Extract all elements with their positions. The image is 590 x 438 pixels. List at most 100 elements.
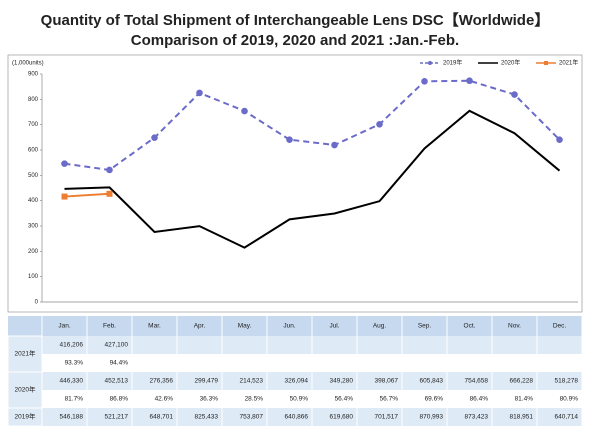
legend-marker xyxy=(544,61,548,65)
legend-label: 2019年 xyxy=(443,59,462,67)
table-cell: 50.9% xyxy=(290,396,309,403)
point xyxy=(106,190,113,197)
legend-label: 2021年 xyxy=(559,59,578,67)
table-cell: 214,523 xyxy=(240,378,264,385)
table-row-bg xyxy=(8,336,582,354)
table-cell: 81.4% xyxy=(515,396,534,403)
table-row-label: 2021年 xyxy=(15,349,36,358)
table-cell: 427,100 xyxy=(105,342,129,349)
table-cell: 94.4% xyxy=(110,360,129,367)
table-header: May. xyxy=(238,323,252,330)
point xyxy=(421,78,428,85)
table-cell: 873,423 xyxy=(465,414,489,421)
table-header: Dec. xyxy=(553,323,567,330)
table-cell: 619,680 xyxy=(330,414,354,421)
table-cell: 452,513 xyxy=(105,378,129,385)
table-cell: 56.4% xyxy=(335,396,354,403)
table-row-label: 2020年 xyxy=(15,385,36,394)
series-line xyxy=(64,192,110,198)
table-cell: 398,067 xyxy=(375,378,399,385)
table-cell: 818,951 xyxy=(510,414,534,421)
point xyxy=(376,120,383,128)
table-cell: 299,479 xyxy=(195,378,219,385)
table-cell: 446,330 xyxy=(60,378,84,385)
table-cell: 36.3% xyxy=(200,396,219,403)
table-cell: 349,280 xyxy=(330,378,354,385)
y-tick-label: 700 xyxy=(28,122,39,128)
table-cell: 666,228 xyxy=(510,378,534,385)
table-cell: 753,807 xyxy=(240,414,264,421)
table-header: Apr. xyxy=(194,323,206,330)
title: Quantity of Total Shipment of Interchang… xyxy=(41,11,550,29)
point xyxy=(556,136,563,143)
table-cell: 648,701 xyxy=(150,414,174,421)
y-tick-label: 400 xyxy=(28,198,39,204)
point xyxy=(151,134,158,141)
table-row-bg xyxy=(8,354,582,372)
series-line xyxy=(64,79,561,172)
subtitle: Comparison of 2019, 2020 and 2021 :Jan.-… xyxy=(131,32,459,49)
table-cell: 640,714 xyxy=(555,414,579,421)
table-cell: 276,356 xyxy=(150,378,174,385)
y-tick-label: 800 xyxy=(28,97,39,103)
table-cell: 93.3% xyxy=(65,360,84,367)
point xyxy=(241,107,248,115)
table-row-bg xyxy=(8,372,582,390)
table-cell: 701,517 xyxy=(375,414,399,421)
table-header: Oct. xyxy=(464,323,476,330)
table-cell: 56.7% xyxy=(380,396,399,403)
y-tick-label: 300 xyxy=(28,224,39,230)
table-row-label: 2019年 xyxy=(15,412,36,421)
table-cell: 86.8% xyxy=(110,396,129,403)
table-cell: 754,658 xyxy=(465,378,489,385)
y-tick-label: 0 xyxy=(35,300,39,306)
table-cell: 416,206 xyxy=(60,342,84,349)
table-cell: 546,188 xyxy=(60,414,84,421)
y-axis-label: (1,000units) xyxy=(12,61,44,67)
table-cell: 605,843 xyxy=(420,378,444,385)
point xyxy=(466,77,473,85)
y-tick-label: 100 xyxy=(28,274,39,280)
y-tick-label: 900 xyxy=(28,72,39,78)
table-cell: 870,993 xyxy=(420,414,444,421)
series-line xyxy=(64,109,561,249)
point xyxy=(196,89,203,97)
table-label-bg xyxy=(7,335,43,373)
table-cell: 521,217 xyxy=(105,414,129,421)
table-cell: 80.9% xyxy=(560,396,579,403)
table-cell: 81.7% xyxy=(65,396,84,403)
table-label-bg xyxy=(7,371,43,409)
point xyxy=(331,141,338,149)
legend-marker xyxy=(428,61,432,65)
table-row-bg xyxy=(8,408,582,426)
point xyxy=(106,166,113,174)
table-cell: 69.6% xyxy=(425,396,444,403)
table-cell: 640,866 xyxy=(285,414,309,421)
legend-label: 2020年 xyxy=(501,59,520,67)
y-tick-label: 200 xyxy=(28,249,39,255)
chart-frame xyxy=(7,54,583,313)
table-header: Feb. xyxy=(103,323,116,330)
table-row-bg xyxy=(8,390,582,408)
table-cell: 326,094 xyxy=(285,378,309,385)
table-header: Aug. xyxy=(373,323,387,330)
y-tick-label: 600 xyxy=(28,148,39,154)
table-cell: 28.5% xyxy=(245,396,264,403)
table-header-bg xyxy=(8,316,582,336)
table-header: Sep. xyxy=(418,323,432,330)
table-header: Mar. xyxy=(148,323,161,330)
table-header: Jun. xyxy=(283,323,295,330)
point xyxy=(511,91,518,98)
y-tick-label: 500 xyxy=(28,173,39,179)
table-cell: 42.6% xyxy=(155,396,174,403)
table-cell: 86.4% xyxy=(470,396,489,403)
table-header: Jan. xyxy=(58,323,70,330)
point xyxy=(61,193,68,200)
table-header: Jul. xyxy=(329,323,339,330)
table-cell: 518,278 xyxy=(555,378,579,385)
table-cell: 825,433 xyxy=(195,414,219,421)
point xyxy=(286,136,293,143)
table-header: Nov. xyxy=(508,323,521,330)
point xyxy=(61,160,68,167)
